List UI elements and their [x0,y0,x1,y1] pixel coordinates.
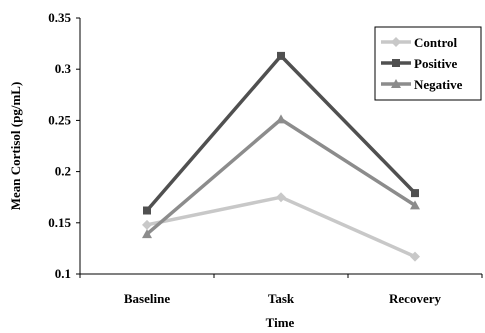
data-point-positive [277,51,285,60]
data-point-control [410,251,420,262]
series-line-control [146,195,416,259]
legend-label-control: Control [414,35,457,50]
x-tick-label: Task [268,291,295,306]
legend-item-control: Control [381,35,457,50]
data-point-positive [143,206,151,215]
y-tick-label: 0.2 [55,164,71,179]
data-point-negative [142,229,152,239]
x-axis-title: Time [266,315,295,330]
series-positive [143,51,419,215]
legend: Control Positive Negative [374,26,482,101]
x-ticks: Baseline Task Recovery [79,274,483,306]
legend-label-positive: Positive [414,56,458,71]
series-layer [142,51,420,262]
axes [79,18,482,275]
series-control [142,192,420,262]
legend-items: Control Positive Negative [381,35,463,92]
legend-label-negative: Negative [414,77,463,92]
legend-marker-control [391,37,401,47]
data-point-positive [411,189,419,198]
data-point-negative [276,114,286,124]
legend-item-positive: Positive [381,56,458,71]
y-tick-label: 0.25 [48,112,71,127]
x-tick-label: Baseline [124,291,170,306]
series-negative [142,114,420,239]
y-axis-title: Mean Cortisol (pg/mL) [8,82,23,211]
y-ticks: 0.1 0.15 0.2 0.25 0.3 0.35 [48,10,80,281]
y-tick-label: 0.1 [55,266,71,281]
data-point-negative [410,200,420,210]
y-tick-label: 0.15 [48,215,71,230]
legend-item-negative: Negative [381,77,463,92]
legend-marker-positive [392,59,400,67]
y-tick-label: 0.3 [55,61,72,76]
data-point-control [276,192,286,203]
y-tick-label: 0.35 [48,10,71,25]
data-point-control [142,219,152,230]
legend-marker-negative [391,79,401,88]
x-tick-label: Recovery [389,291,441,306]
